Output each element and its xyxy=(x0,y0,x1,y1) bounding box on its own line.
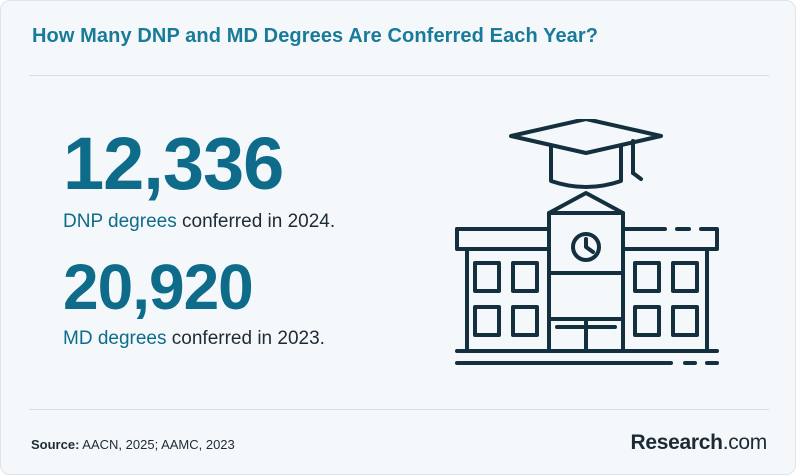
source-citation: Source: AACN, 2025; AAMC, 2023 xyxy=(31,437,235,452)
dnp-degrees-caption: DNP degrees conferred in 2024. xyxy=(63,211,335,233)
md-degrees-caption: MD degrees conferred in 2023. xyxy=(63,328,325,350)
source-text: AACN, 2025; AAMC, 2023 xyxy=(79,437,235,452)
brand-name: Research xyxy=(630,431,723,454)
brand-domain: .com xyxy=(722,431,768,454)
source-label: Source: xyxy=(31,437,80,452)
page-title: How Many DNP and MD Degrees Are Conferre… xyxy=(32,25,599,47)
md-degrees-highlight: MD degrees xyxy=(63,328,167,349)
header-divider xyxy=(29,75,769,76)
dnp-degrees-caption-rest: conferred in 2024. xyxy=(176,211,336,232)
school-building-with-graduation-cap-icon xyxy=(455,119,719,365)
md-degrees-value: 20,920 xyxy=(63,251,254,323)
footer-divider xyxy=(29,409,769,410)
dnp-degrees-value: 12,336 xyxy=(63,122,284,205)
brand-logo[interactable]: Research.com xyxy=(630,431,768,455)
dnp-degrees-highlight: DNP degrees xyxy=(63,211,177,232)
md-degrees-caption-rest: conferred in 2023. xyxy=(166,328,325,349)
